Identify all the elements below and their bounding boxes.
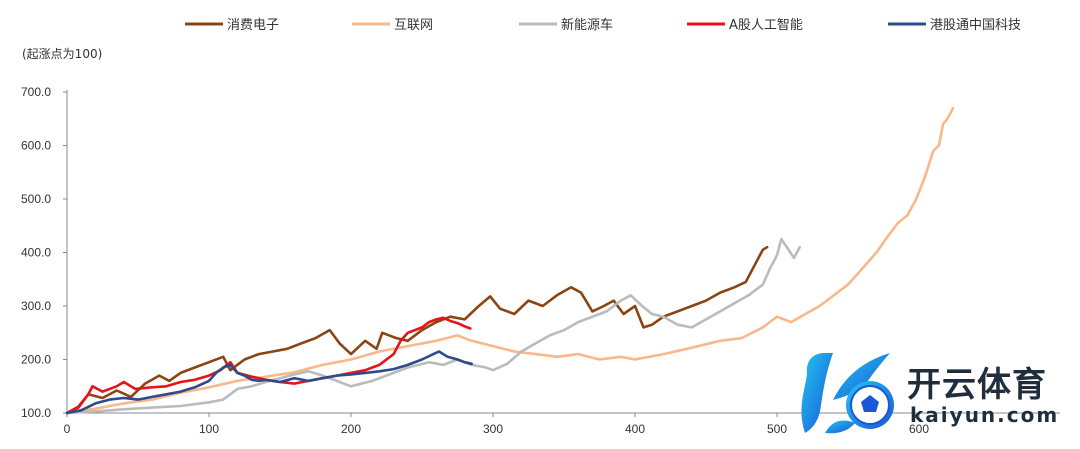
series-line-互联网 <box>65 106 955 415</box>
series-line-消费电子 <box>65 245 769 415</box>
y-tick-label: 600.0 <box>21 139 51 153</box>
x-tick-label: 300 <box>483 422 503 436</box>
y-tick-label: 700.0 <box>21 85 51 99</box>
watermark-brand-en: kaiyun.com <box>910 403 1060 427</box>
y-tick-label: 100.0 <box>21 406 51 420</box>
watermark-brand-cn: 开云体育 <box>907 365 1047 405</box>
y-tick-label: 300.0 <box>21 299 51 313</box>
legend-label: 消费电子 <box>227 18 279 33</box>
y-tick-label: 500.0 <box>21 192 51 206</box>
x-tick-label: 500 <box>767 422 787 436</box>
y-axis-unit-label: (起涨点为100) <box>22 46 102 61</box>
kaiyun-logo-icon <box>801 353 894 434</box>
legend-label: 新能源车 <box>561 17 613 33</box>
x-tick-label: 200 <box>341 422 361 436</box>
x-tick-label: 400 <box>625 422 645 436</box>
y-tick-label: 200.0 <box>21 353 51 367</box>
series-line-A股人工智能 <box>65 316 472 415</box>
series-line-港股通中国科技 <box>65 350 473 415</box>
legend-label: 港股通中国科技 <box>930 18 1021 33</box>
watermark-logo: 开云体育 kaiyun.com <box>795 345 1075 440</box>
x-tick-label: 100 <box>199 422 219 436</box>
legend-label: 互联网 <box>394 18 433 33</box>
x-tick-label: 0 <box>64 422 71 436</box>
axes: 100.0 200.0 300.0 400.0 500.0 600.0 700.0 0 100 2… <box>21 85 1060 436</box>
legend-label: A股人工智能 <box>729 18 803 33</box>
x-tick-label: 600 <box>909 422 929 436</box>
legend: 消费电子 互联网 新能源车 A股人工智能 港股通中国科技 <box>185 17 1021 33</box>
plot-lines <box>65 106 955 415</box>
y-tick-label: 400.0 <box>21 246 51 260</box>
series-line-新能源车 <box>65 237 801 415</box>
